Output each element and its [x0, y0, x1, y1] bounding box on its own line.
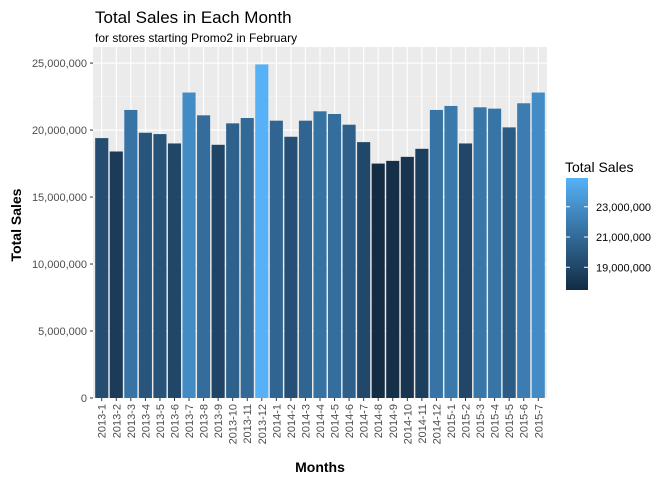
x-tick-label: 2014-6 — [344, 404, 356, 438]
bar-2014-6 — [342, 124, 356, 398]
x-tick-label: 2014-9 — [388, 404, 400, 438]
bar-2013-5 — [153, 134, 167, 399]
legend: Total Sales 19,000,000 21,000,000 23,000,0… — [565, 159, 651, 290]
x-tick-label: 2014-10 — [402, 404, 414, 444]
legend-colorbar — [566, 178, 588, 290]
x-tick-label: 2013-11 — [242, 404, 254, 444]
bar-2014-12 — [429, 109, 443, 399]
bar-2013-8 — [197, 115, 211, 398]
legend-title: Total Sales — [565, 159, 633, 175]
legend-tick-label: 23,000,000 — [596, 202, 651, 214]
plot-area: 0 5,000,000 10,000,000 15,000,000 20,000,000… — [32, 47, 547, 444]
x-tick-label: 2013-2 — [111, 404, 123, 438]
x-tick-label: 2015-6 — [519, 404, 531, 438]
y-tick-label: 20,000,000 — [32, 125, 87, 137]
bar-2014-4 — [313, 111, 327, 398]
x-tick-label: 2014-8 — [373, 404, 385, 438]
bar-2014-8 — [371, 163, 385, 398]
x-tick-label: 2015-4 — [490, 404, 502, 438]
x-tick-label: 2013-3 — [126, 404, 138, 438]
bar-2014-9 — [386, 160, 400, 398]
bar-2015-2 — [458, 143, 473, 398]
x-tick-label: 2014-2 — [286, 404, 298, 438]
bar-2013-2 — [109, 151, 123, 398]
bar-2014-2 — [284, 136, 298, 399]
bar-2015-7 — [531, 92, 545, 398]
bar-2014-7 — [357, 142, 371, 398]
x-tick-label: 2014-11 — [417, 404, 429, 444]
chart-title: Total Sales in Each Month — [95, 8, 292, 27]
x-tick-label: 2015-7 — [533, 404, 545, 438]
bar-2014-10 — [400, 156, 414, 398]
x-tick-label: 2015-5 — [504, 404, 516, 438]
bar-2015-3 — [473, 107, 487, 399]
y-tick-label: 5,000,000 — [38, 326, 87, 338]
bar-2014-5 — [328, 113, 342, 398]
bar-2014-3 — [298, 120, 312, 399]
x-tick-label: 2013-8 — [199, 404, 211, 438]
x-axis-label: Months — [295, 459, 345, 475]
y-tick-label: 25,000,000 — [32, 58, 87, 70]
x-tick-label: 2015-2 — [461, 404, 473, 438]
x-tick-label: 2013-12 — [257, 404, 269, 444]
y-tick-label: 10,000,000 — [32, 259, 87, 271]
bar-2015-1 — [444, 105, 458, 398]
x-tick-label: 2013-10 — [228, 404, 240, 444]
bar-2013-7 — [182, 92, 196, 398]
x-tick-label: 2015-3 — [475, 404, 487, 438]
bar-2013-6 — [167, 143, 182, 398]
legend-tick-label: 21,000,000 — [596, 232, 651, 244]
bar-2015-4 — [488, 108, 502, 399]
x-tick-label: 2013-5 — [155, 404, 167, 438]
x-tick-label: 2014-1 — [271, 404, 283, 438]
bar-2015-5 — [502, 127, 516, 398]
x-tick-label: 2014-4 — [315, 404, 327, 438]
x-tick-label: 2013-1 — [97, 404, 109, 438]
y-tick-label: 15,000,000 — [32, 192, 87, 204]
x-tick-label: 2014-5 — [330, 404, 342, 438]
x-tick-label: 2013-9 — [213, 404, 225, 438]
x-tick-label: 2014-3 — [300, 404, 312, 438]
bar-2013-10 — [226, 123, 240, 398]
bar-2013-1 — [95, 138, 109, 398]
x-tick-label: 2013-7 — [184, 404, 196, 438]
bar-2013-9 — [211, 144, 225, 398]
x-tick-label: 2014-12 — [431, 404, 443, 444]
y-axis-label: Total Sales — [8, 188, 24, 261]
bar-2013-3 — [124, 109, 138, 399]
legend-tick-label: 19,000,000 — [596, 262, 651, 274]
bar-2013-12 — [255, 64, 269, 399]
x-tick-label: 2013-6 — [169, 404, 181, 438]
bar-2013-4 — [138, 132, 152, 398]
y-tick-label: 0 — [81, 393, 87, 405]
bar-2013-11 — [240, 118, 254, 398]
bar-2014-11 — [415, 148, 429, 398]
bar-2015-6 — [517, 103, 531, 398]
bar-2014-1 — [269, 120, 283, 399]
x-tick-label: 2015-1 — [446, 404, 458, 438]
chart-subtitle: for stores starting Promo2 in February — [95, 31, 297, 45]
x-tick-label: 2013-4 — [140, 404, 152, 438]
x-tick-label: 2014-7 — [359, 404, 371, 438]
